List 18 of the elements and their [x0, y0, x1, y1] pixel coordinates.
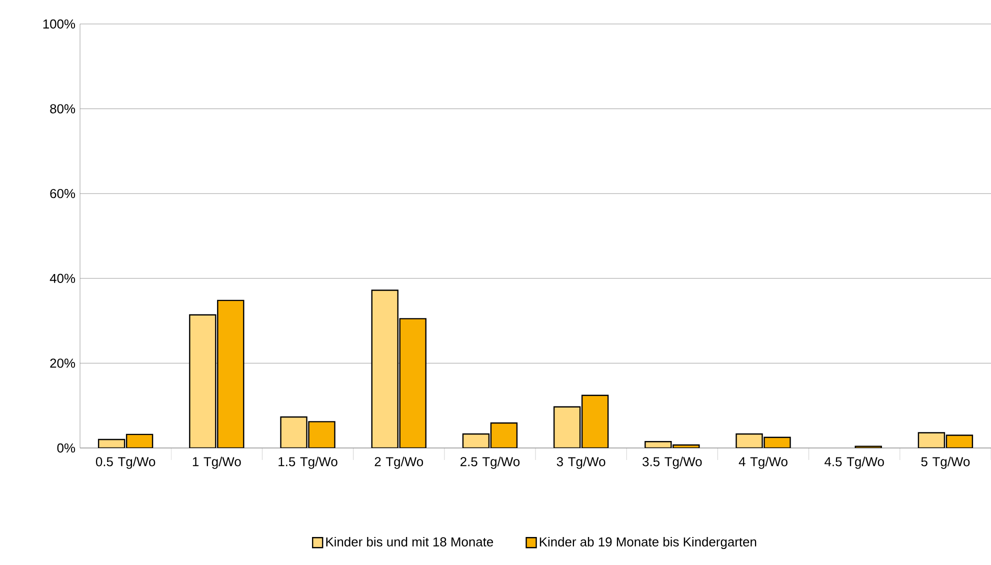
- y-tick-label: 0%: [57, 443, 76, 453]
- x-tick-label: 0.5 Tg/Wo: [96, 456, 156, 469]
- legend-label: Kinder ab 19 Monate bis Kindergarten: [540, 536, 756, 550]
- x-tick-label: 1.5 Tg/Wo: [278, 456, 338, 469]
- x-tick-label: 5 Tg/Wo: [921, 456, 970, 469]
- x-tick-label: 1 Tg/Wo: [192, 456, 241, 469]
- legend-label: Kinder bis und mit 18 Monate: [326, 536, 494, 546]
- x-tick-label: 4.5 Tg/Wo: [824, 456, 884, 469]
- x-tick-label: 3.5 Tg/Wo: [642, 456, 702, 469]
- y-tick-label: 40%: [50, 274, 76, 283]
- y-tick-label: 80%: [50, 104, 76, 114]
- x-tick-label: 2.5 Tg/Wo: [460, 456, 520, 469]
- y-tick-label: 20%: [50, 358, 76, 368]
- y-tick-label: 100%: [43, 19, 76, 29]
- x-tick-label: 4 Tg/Wo: [738, 456, 788, 469]
- x-tick-label: 3 Tg/Wo: [556, 456, 606, 469]
- y-tick-label: 60%: [50, 188, 76, 198]
- x-tick-label: 2 Tg/Wo: [374, 456, 424, 469]
